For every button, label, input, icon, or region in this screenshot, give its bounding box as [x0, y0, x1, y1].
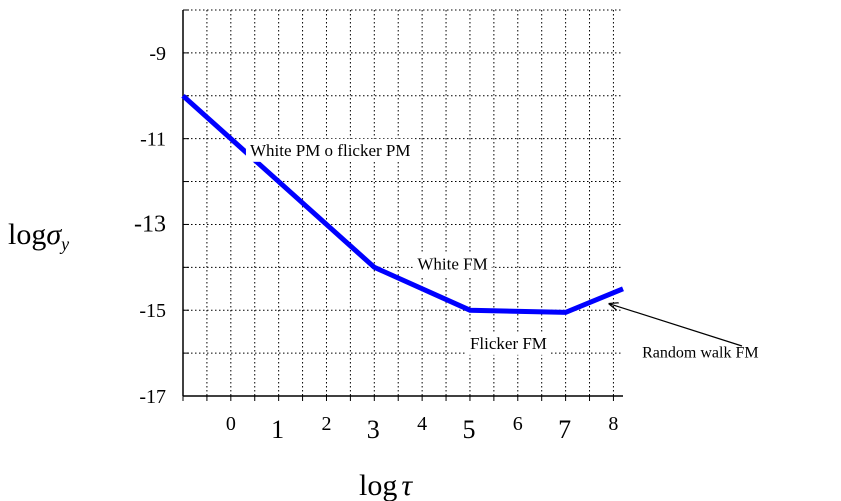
y-tick-label: -13	[134, 211, 166, 237]
annotation-label: White FM	[417, 254, 487, 273]
annotation-background	[638, 342, 763, 364]
annotations: White PM o flicker PM White FM Flicker FM R…	[245, 138, 763, 364]
series-lines	[181, 93, 624, 315]
x-tick-label: 2	[321, 413, 331, 435]
y-tick-label: -15	[139, 300, 166, 322]
x-tick-label: 7	[558, 415, 571, 444]
x-tick-label: 1	[271, 415, 284, 444]
x-axis-label-symbol: τ	[401, 469, 413, 501]
annotation-arrow	[609, 304, 743, 347]
x-axis-label: log τ	[359, 469, 413, 501]
y-axis-label-prefix: log	[8, 218, 46, 251]
annotation-label: Flicker FM	[470, 334, 547, 353]
y-tick-label: -11	[140, 129, 166, 151]
y-tick-labels: -9 -11 -13 -15 -17	[134, 43, 166, 408]
gridlines	[183, 9, 623, 396]
y-axis-label-symbol: σ	[46, 218, 62, 251]
y-axis-label: logσy	[8, 218, 69, 254]
x-tick-label: 8	[608, 413, 618, 435]
x-tick-labels: 0 1 2 3 4 5 6 7 8	[226, 413, 619, 444]
axes	[182, 9, 623, 401]
annotation-background	[465, 331, 551, 355]
x-axis-label-prefix: log	[359, 469, 397, 501]
series-line	[181, 93, 624, 315]
x-tick-label: 3	[367, 415, 380, 444]
annotation-background	[245, 138, 415, 162]
x-tick-label: 4	[417, 413, 427, 435]
axis-labels: logσy log τ	[8, 218, 413, 501]
y-axis-label-sub: y	[59, 234, 69, 254]
y-tick-label: -9	[149, 43, 166, 65]
annotation-label: Random walk FM	[642, 344, 758, 361]
x-tick-label: 6	[513, 413, 523, 435]
x-tick-label: 5	[462, 415, 475, 444]
y-tick-label: -17	[139, 386, 166, 408]
x-tick-label: 0	[226, 413, 236, 435]
annotation-background	[413, 252, 492, 276]
annotation-label: White PM o flicker PM	[250, 141, 411, 160]
